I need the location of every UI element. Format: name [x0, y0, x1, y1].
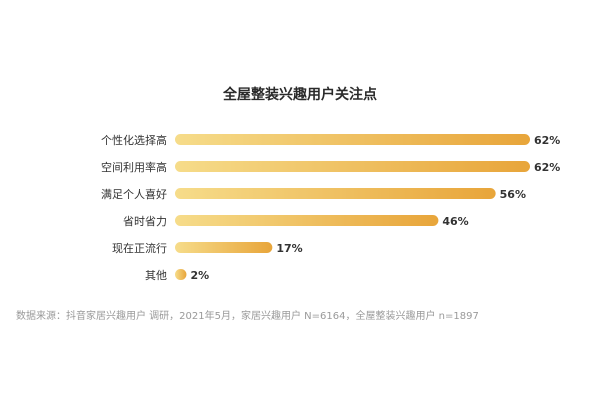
value-label: 46% [442, 215, 468, 228]
bar [175, 134, 530, 145]
value-label: 56% [500, 188, 526, 201]
bar [175, 188, 496, 199]
bar [175, 161, 530, 172]
value-label: 17% [276, 242, 302, 255]
bar [175, 269, 187, 280]
value-label: 2% [190, 269, 209, 282]
bar [175, 215, 439, 226]
category-label: 其他 [145, 269, 167, 282]
value-label: 62% [534, 161, 560, 174]
category-label: 个性化选择高 [101, 133, 167, 147]
category-label: 省时省力 [123, 215, 167, 228]
bar [175, 242, 273, 253]
category-label: 现在正流行 [112, 241, 167, 255]
category-label: 空间利用率高 [101, 160, 167, 174]
chart-title: 全屋整装兴趣用户关注点 [223, 87, 377, 103]
category-label: 满足个人喜好 [101, 187, 167, 201]
value-label: 62% [534, 134, 560, 147]
data-source-note: 数据来源：抖音家居兴趣用户 调研，2021年5月，家居兴趣用户 N=6164，全… [16, 311, 479, 322]
